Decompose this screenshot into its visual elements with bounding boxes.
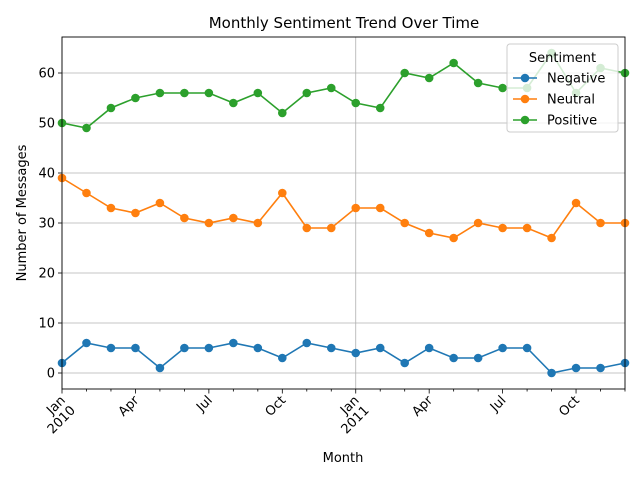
- data-point-positive: [326, 83, 336, 93]
- data-point-negative: [131, 343, 140, 353]
- data-point-neutral: [571, 198, 581, 208]
- data-point-neutral: [449, 233, 458, 243]
- y-tick-label: 60: [38, 67, 55, 82]
- data-point-neutral: [106, 203, 116, 213]
- data-point-neutral: [375, 203, 385, 213]
- data-point-negative: [547, 368, 556, 378]
- data-point-negative: [400, 358, 409, 368]
- y-tick-label: 0: [47, 367, 55, 382]
- legend-swatch-marker: [520, 115, 530, 125]
- data-point-positive: [375, 103, 385, 113]
- data-point-positive: [229, 98, 238, 108]
- data-point-neutral: [498, 223, 507, 233]
- y-tick-label: 30: [38, 217, 55, 232]
- legend: Sentiment Negative Neutral Positive: [506, 43, 619, 133]
- data-point-positive: [424, 73, 434, 83]
- data-point-negative: [204, 343, 214, 353]
- y-tick-label: 10: [38, 317, 55, 332]
- data-point-neutral: [473, 218, 483, 228]
- legend-label: Neutral: [547, 93, 595, 108]
- data-point-neutral: [180, 213, 189, 223]
- data-point-negative: [351, 348, 361, 358]
- data-point-negative: [253, 343, 263, 353]
- data-point-negative: [229, 338, 238, 348]
- legend-swatch-marker: [520, 94, 530, 104]
- chart-title: Monthly Sentiment Trend Over Time: [209, 14, 480, 32]
- legend-label: Positive: [547, 114, 597, 129]
- data-point-neutral: [155, 198, 165, 208]
- data-point-neutral: [229, 213, 238, 223]
- data-point-positive: [498, 83, 507, 93]
- data-point-positive: [351, 98, 361, 108]
- data-point-negative: [302, 338, 312, 348]
- data-point-neutral: [204, 218, 214, 228]
- data-point-positive: [204, 88, 214, 98]
- data-point-negative: [596, 363, 605, 373]
- axes-frame: [61, 36, 626, 390]
- data-point-negative: [473, 353, 483, 363]
- data-point-neutral: [278, 188, 287, 198]
- data-point-neutral: [596, 218, 605, 228]
- data-point-negative: [375, 343, 385, 353]
- legend-swatch-marker: [520, 73, 530, 83]
- data-point-negative: [449, 353, 458, 363]
- y-axis-label: Number of Messages: [15, 144, 30, 281]
- legend-box: [506, 43, 619, 133]
- data-point-neutral: [400, 218, 409, 228]
- data-point-positive: [106, 103, 116, 113]
- data-point-neutral: [131, 208, 140, 218]
- data-point-negative: [82, 338, 91, 348]
- data-point-positive: [82, 123, 91, 133]
- data-point-neutral: [326, 223, 336, 233]
- data-point-negative: [155, 363, 165, 373]
- data-point-negative: [180, 343, 189, 353]
- legend-label: Negative: [547, 72, 605, 87]
- data-point-negative: [106, 343, 116, 353]
- data-point-neutral: [302, 223, 312, 233]
- data-point-neutral: [522, 223, 532, 233]
- data-point-negative: [424, 343, 434, 353]
- data-point-neutral: [82, 188, 91, 198]
- data-point-positive: [131, 93, 140, 103]
- y-tick-label: 20: [38, 267, 55, 282]
- data-point-neutral: [547, 233, 556, 243]
- data-point-positive: [449, 58, 458, 68]
- data-point-neutral: [424, 228, 434, 238]
- legend-title: Sentiment: [529, 51, 596, 66]
- data-point-negative: [571, 363, 581, 373]
- x-axis-label: Month: [323, 451, 364, 466]
- series-line-neutral: [61, 177, 625, 239]
- data-point-positive: [155, 88, 165, 98]
- data-point-neutral: [253, 218, 263, 228]
- data-point-positive: [278, 108, 287, 118]
- data-point-positive: [180, 88, 189, 98]
- series-line-negative: [61, 342, 626, 374]
- data-point-negative: [522, 343, 532, 353]
- data-point-negative: [326, 343, 336, 353]
- data-point-negative: [278, 353, 287, 363]
- y-tick-label: 40: [38, 167, 55, 182]
- y-tick-label: 50: [38, 117, 55, 132]
- data-point-positive: [400, 68, 409, 78]
- data-point-positive: [473, 78, 483, 88]
- data-point-negative: [498, 343, 507, 353]
- data-point-positive: [302, 88, 312, 98]
- data-point-positive: [253, 88, 263, 98]
- data-point-neutral: [351, 203, 361, 213]
